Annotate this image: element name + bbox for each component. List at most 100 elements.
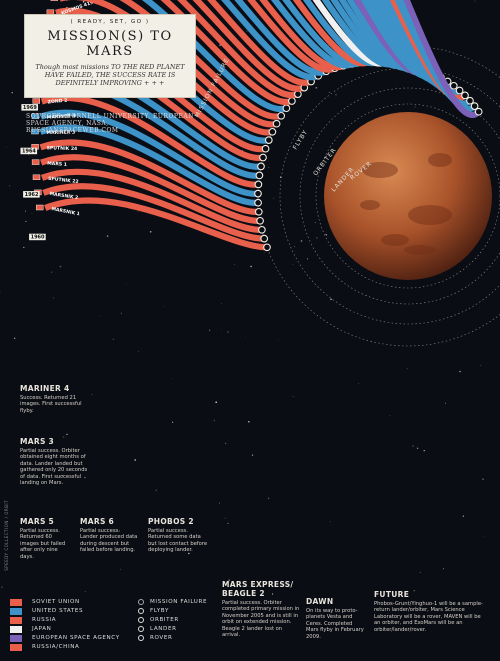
legend-label: EUROPEAN SPACE AGENCY	[32, 635, 120, 641]
star	[307, 258, 309, 260]
year-tag: 1969	[21, 104, 38, 111]
orbit-ring	[279, 67, 500, 325]
star	[137, 211, 139, 213]
star	[246, 30, 248, 32]
mission-ribbon	[247, 0, 337, 73]
star	[20, 471, 23, 474]
star	[358, 383, 359, 384]
mission-ribbon	[282, 0, 363, 68]
legend-label: UNITED STATES	[32, 608, 84, 614]
star	[314, 221, 316, 223]
star	[325, 234, 327, 236]
mission-end-marker	[461, 91, 469, 100]
callout-title: MARS 3	[20, 437, 55, 446]
star	[62, 436, 65, 438]
star	[273, 197, 274, 199]
callout-title: MARINER 4	[20, 384, 70, 393]
legend-item: UNITED STATES	[10, 607, 83, 615]
legend-label: JAPAN	[32, 626, 52, 632]
mission-ribbon	[321, 0, 398, 68]
mission-end-marker	[255, 171, 264, 180]
mission-ribbon	[207, 0, 313, 86]
callout-mars5: MARS 5 Partial success. Returned 60 imag…	[20, 517, 72, 560]
country-flag-icon	[32, 98, 40, 104]
mission-end-marker	[259, 153, 267, 162]
mission-label: ZOND 2	[47, 98, 67, 106]
star	[149, 230, 152, 233]
mission-ribbon	[192, 0, 306, 92]
star	[82, 1, 85, 3]
mission-ribbon	[42, 183, 265, 242]
mission-ribbon	[40, 94, 259, 188]
mission-end-marker	[288, 97, 296, 105]
mars-surface-patch	[360, 200, 380, 210]
mission-ribbon	[39, 109, 259, 197]
star	[67, 133, 69, 135]
star	[328, 91, 331, 94]
star	[25, 210, 26, 212]
legend-label: MISSION FAILURE	[150, 599, 208, 605]
mars-surface-features	[360, 153, 452, 255]
mission-ribbon	[330, 0, 406, 69]
star	[0, 291, 1, 293]
star	[277, 340, 279, 341]
mission-end-marker	[455, 86, 464, 95]
callout-title: DAWN	[306, 597, 334, 606]
star	[61, 475, 64, 477]
japan-flag-icon	[10, 625, 22, 633]
callout-body: On its way to proto-planets Vesta and Ce…	[306, 608, 364, 640]
legend-item: FLYBY	[138, 607, 169, 615]
star	[155, 489, 157, 491]
year-label: 1960	[31, 235, 45, 241]
mission-ribbon	[39, 139, 260, 215]
star	[389, 415, 391, 417]
title-card: ( READY, SET, GO ) MISSION(S) TO MARS Th…	[24, 14, 196, 98]
mission-end-marker	[449, 81, 458, 90]
star	[53, 297, 55, 299]
star	[218, 502, 220, 504]
mission-ribbon	[338, 0, 414, 71]
photo-credit: SPEEDY COLLECTION / ORBIT	[4, 500, 9, 571]
orbit-ring	[315, 103, 500, 289]
star	[227, 331, 229, 333]
mission-ribbon	[292, 0, 372, 67]
flyby-icon	[138, 608, 144, 614]
callout-mars3: MARS 3 Partial success. Orbiter obtained…	[20, 437, 90, 486]
callout-body: Success. Returned 21 images. First succe…	[20, 395, 82, 414]
star	[292, 264, 294, 265]
russia-china-flag-icon	[10, 643, 22, 651]
star	[263, 252, 265, 254]
star	[213, 419, 216, 422]
star	[483, 535, 485, 537]
kicker: ( READY, SET, GO )	[70, 19, 150, 25]
star	[413, 589, 416, 592]
callout-title: FUTURE	[374, 590, 410, 599]
star	[11, 92, 13, 94]
country-flag-icon	[31, 128, 39, 135]
mission-label: MARS 1	[47, 161, 67, 168]
star	[316, 237, 318, 239]
subtitle: Though most missions TO THE RED PLANET H…	[35, 63, 185, 87]
star	[38, 528, 39, 529]
page-title: MISSION(S) TO MARS	[47, 29, 173, 59]
year-tag: 1962	[23, 191, 40, 198]
star	[394, 81, 396, 83]
star	[304, 230, 306, 231]
callout-body: Partial success. Lander produced data du…	[80, 528, 138, 554]
mars-planet	[324, 112, 492, 280]
star	[234, 264, 236, 265]
star	[66, 433, 68, 436]
star	[215, 401, 218, 404]
star	[330, 298, 332, 301]
star	[294, 246, 296, 247]
star	[335, 94, 337, 96]
star	[263, 565, 265, 567]
star	[8, 185, 11, 187]
year-label: 1962	[25, 192, 39, 198]
star	[482, 478, 484, 481]
star	[442, 568, 444, 570]
star	[271, 593, 274, 595]
mission-ribbon	[40, 154, 261, 224]
